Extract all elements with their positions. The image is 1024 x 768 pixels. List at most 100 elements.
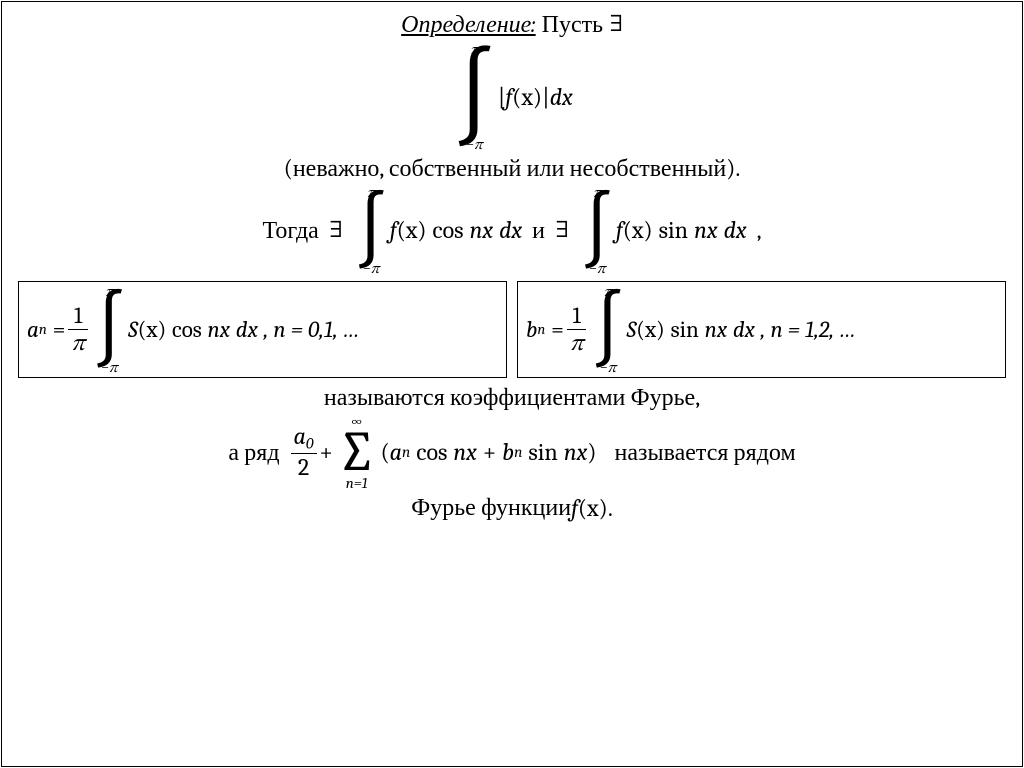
an-frac: 1 π (68, 304, 88, 355)
coeffs-text: называются коэффициентами Фурье, (324, 383, 700, 412)
series-bn-b: b (502, 438, 514, 466)
bn-eq: = (551, 316, 564, 343)
integral-sign-icon: ∫ (355, 200, 388, 261)
bn-nx: nx (705, 316, 728, 343)
int-op-sin: π ∫ −π (581, 185, 614, 276)
abs-integral: π ∫ −π | f (x) | dx (451, 42, 572, 152)
series-cos: cos (416, 438, 447, 466)
then-line: Тогда ∃ π ∫ −π f (x) cos nx dx и ∃ π ∫ −… (262, 185, 761, 276)
bn-frac: 1 π (567, 304, 587, 355)
integral-sign-icon: ∫ (591, 299, 624, 360)
fourier-series: a0 2 + ∞ ∑ n=1 ( an cos nx + bn sin (288, 414, 597, 492)
then-text: Тогда (262, 216, 318, 245)
series-prefix: а ряд (228, 438, 279, 467)
bn-dx: dx (733, 316, 755, 343)
exists-2: ∃ (555, 215, 569, 246)
last-text: Фурье функции (411, 493, 571, 522)
series-nx2: nx (564, 438, 587, 466)
an-den: π (68, 331, 88, 355)
bn-arg: (x) (636, 316, 665, 343)
an-S: S (128, 316, 138, 343)
bn-num: 1 (570, 304, 584, 328)
sin-arg: (x) (623, 216, 653, 244)
cos-nx: nx (470, 216, 493, 244)
integral-operator: π ∫ −π (453, 42, 496, 152)
an-lower: −π (101, 360, 117, 375)
note-text: (неважно, собственный или несобственный)… (284, 154, 741, 183)
series-line: а ряд a0 2 + ∞ ∑ n=1 ( an cos nx + (228, 414, 795, 492)
an-arg: (x) (138, 316, 167, 343)
dx: dx (550, 83, 573, 111)
exists-1: ∃ (329, 215, 343, 246)
formula-boxes: a n = 1 π π ∫ −π S (x) cos nx dx , n = 0 (10, 281, 1014, 378)
series-an-sub: n (402, 443, 410, 461)
and-text: и (532, 216, 545, 245)
bn-fn: sin (671, 316, 699, 343)
paren-close: ) (587, 438, 596, 466)
bn-S: S (627, 316, 637, 343)
bn-b: b (526, 316, 537, 343)
series-suffix: называется рядом (614, 438, 795, 467)
sin-integral: π ∫ −π f (x) sin nx dx (579, 185, 747, 276)
integrand: | f (x) | dx (498, 83, 573, 111)
an-formula-box: a n = 1 π π ∫ −π S (x) cos nx dx , n = 0 (18, 281, 507, 378)
int-lower: −π (466, 137, 482, 152)
series-sin: sin (528, 438, 557, 466)
an-int-op: π ∫ −π (93, 284, 126, 375)
an-sub: n (39, 321, 47, 338)
sigma-icon: ∑ (337, 429, 377, 477)
exists-symbol: ∃ (609, 9, 623, 40)
a0-a: a (294, 422, 306, 450)
series-plus: + (320, 438, 333, 466)
cos-fn: cos (433, 216, 464, 244)
an-nx: nx (208, 316, 231, 343)
an-eq: = (53, 316, 66, 343)
note-line: (неважно, собственный или несобственный)… (284, 154, 741, 183)
integral-sign-icon: ∫ (453, 57, 496, 137)
definition-label: Определение: (401, 10, 536, 39)
summation: ∞ ∑ n=1 (337, 414, 377, 492)
last-f: f (571, 494, 578, 522)
an-a: a (27, 316, 39, 343)
paren-open: ( (381, 438, 390, 466)
series-bn-sub: n (514, 443, 522, 461)
a0-over-2: a0 2 (291, 424, 317, 480)
sin-nx: nx (694, 216, 717, 244)
bn-int-op: π ∫ −π (591, 284, 624, 375)
cos-integral: π ∫ −π f (x) cos nx dx (353, 185, 522, 276)
bn-lower: −π (600, 360, 616, 375)
coeffs-line: называются коэффициентами Фурье, (324, 383, 700, 412)
bn-formula-box: b n = 1 π π ∫ −π S (x) sin nx dx , n = 1 (517, 281, 1006, 378)
last-arg: (x). (578, 494, 613, 522)
bn-den: π (567, 331, 587, 355)
integral-sign-icon: ∫ (93, 299, 126, 360)
a0-den: 2 (295, 455, 312, 480)
an-tail: , n = 0,1, … (264, 316, 360, 343)
then-comma: , (757, 216, 762, 244)
series-nx1: nx (453, 438, 476, 466)
series-mid-plus: + (483, 438, 496, 466)
sin-lower: −π (589, 261, 605, 276)
cos-arg: (x) (397, 216, 427, 244)
page-frame: Определение: Пусть ∃ π ∫ −π | f (x) | dx… (1, 1, 1023, 767)
integral-sign-icon: ∫ (581, 200, 614, 261)
cos-dx: dx (499, 216, 522, 244)
int-op-cos: π ∫ −π (355, 185, 388, 276)
cos-f: f (390, 216, 397, 244)
let-text: Пусть (542, 10, 603, 39)
a0-sub: 0 (306, 435, 314, 453)
f-arg: (x) (512, 83, 542, 111)
a0-num: a0 (291, 424, 317, 452)
an-fn: cos (172, 316, 202, 343)
sin-dx: dx (724, 216, 747, 244)
series-an-a: a (390, 438, 402, 466)
sin-f: f (616, 216, 623, 244)
abs-close: | (542, 83, 550, 111)
cos-lower: −π (363, 261, 379, 276)
last-line: Фурье функции f(x). (411, 493, 613, 522)
an-num: 1 (71, 304, 85, 328)
f-var: f (505, 83, 512, 111)
bn-sub: n (537, 321, 545, 338)
sin-fn: sin (659, 216, 688, 244)
sum-lower: n=1 (346, 476, 368, 491)
